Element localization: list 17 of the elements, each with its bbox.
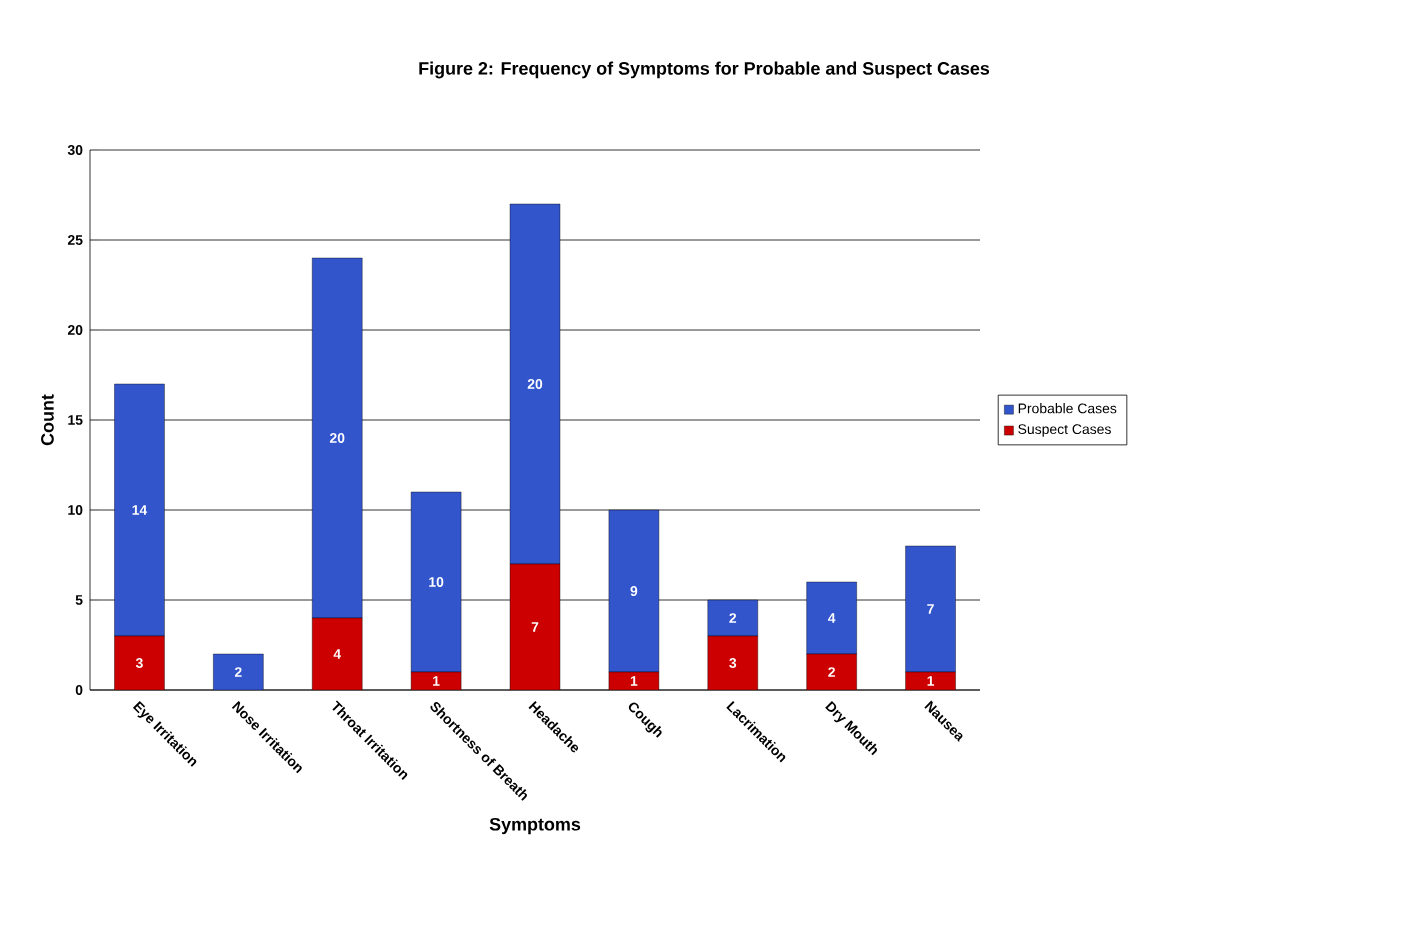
- bar: [312, 257, 363, 619]
- bar: [114, 383, 165, 637]
- chart-title: Figure 2: Frequency of Symptoms for Probable and Suspect Cases: [419, 61, 990, 79]
- bar: [213, 653, 264, 690]
- bar: [410, 491, 462, 673]
- bar: [509, 203, 561, 565]
- bar: [707, 635, 758, 690]
- bar: [806, 581, 857, 655]
- bar: [608, 509, 660, 673]
- bar: [114, 635, 165, 690]
- y-axis-title: Count: [41, 394, 54, 446]
- bar: [707, 599, 758, 637]
- bar: [806, 653, 857, 690]
- x-axis-title: Symptoms: [489, 817, 581, 835]
- bar: [905, 545, 956, 673]
- bar: [509, 563, 561, 690]
- bar: [312, 617, 363, 690]
